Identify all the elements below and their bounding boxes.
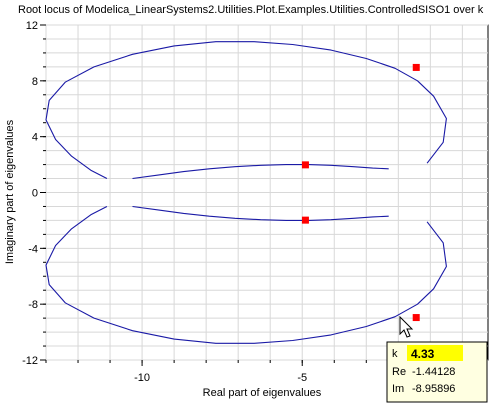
locus-branch <box>132 164 389 180</box>
tooltip-im-label: Im <box>392 383 404 395</box>
grid-lines <box>45 24 488 361</box>
chart-title: Root locus of Modelica_LinearSystems2.Ut… <box>18 4 484 16</box>
mouse-cursor-icon <box>399 315 414 338</box>
tooltip-k-value: 4.33 <box>411 347 435 361</box>
pole-marker <box>412 63 420 71</box>
tooltip-im-value: -8.95896 <box>412 383 455 395</box>
locus-branch <box>132 205 389 221</box>
y-tick-label: -4 <box>28 243 38 255</box>
tooltip-k-highlight <box>407 345 463 361</box>
series-layer <box>45 41 447 344</box>
y-axis-label: Imaginary part of eigenvalues <box>4 119 16 264</box>
pole-marker <box>301 216 309 224</box>
marker-layer <box>301 63 420 322</box>
y-tick-label: -12 <box>22 355 38 367</box>
y-tick-label: 12 <box>26 20 38 32</box>
y-tick-label: 4 <box>32 132 38 144</box>
tooltip-re-label: Re <box>392 366 406 378</box>
pole-marker <box>412 314 420 322</box>
tooltip-re-value: -1.44128 <box>412 366 455 378</box>
y-tick-label: -8 <box>28 299 38 311</box>
x-tick-label: -5 <box>297 372 307 384</box>
x-tick-label: -10 <box>134 372 150 384</box>
y-tick-label: 8 <box>32 76 38 88</box>
data-tooltip: k 4.33 Re -1.44128 Im -8.95896 <box>386 341 488 403</box>
tooltip-k-label: k <box>392 348 398 360</box>
locus-branch <box>45 206 447 344</box>
x-axis-label: Real part of eigenvalues <box>203 387 322 399</box>
pole-marker <box>301 161 309 169</box>
axis-ticks: -10 -5 -12 -8 -4 0 4 8 12 <box>22 20 463 384</box>
locus-branch <box>45 41 447 179</box>
y-tick-label: 0 <box>32 188 38 200</box>
